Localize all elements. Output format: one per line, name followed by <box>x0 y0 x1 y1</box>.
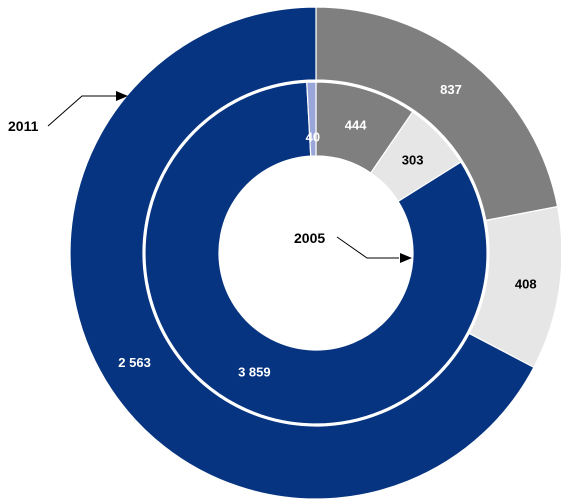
data-label-2005-40: 40 <box>306 130 320 145</box>
annotation-2005: 2005 <box>294 230 325 246</box>
data-label-2005-444: 444 <box>345 117 367 132</box>
data-label-2011-2563: 2 563 <box>118 355 151 370</box>
arrowhead-2005 <box>400 253 412 263</box>
data-label-2005-303: 303 <box>402 153 424 168</box>
data-label-2011-837: 837 <box>440 82 462 97</box>
leader-line-2005 <box>337 237 399 258</box>
annotation-2011: 2011 <box>8 118 39 134</box>
data-label-2005-3859: 3 859 <box>238 364 271 379</box>
leader-line-2011 <box>48 96 116 126</box>
data-label-2011-408: 408 <box>515 277 537 292</box>
